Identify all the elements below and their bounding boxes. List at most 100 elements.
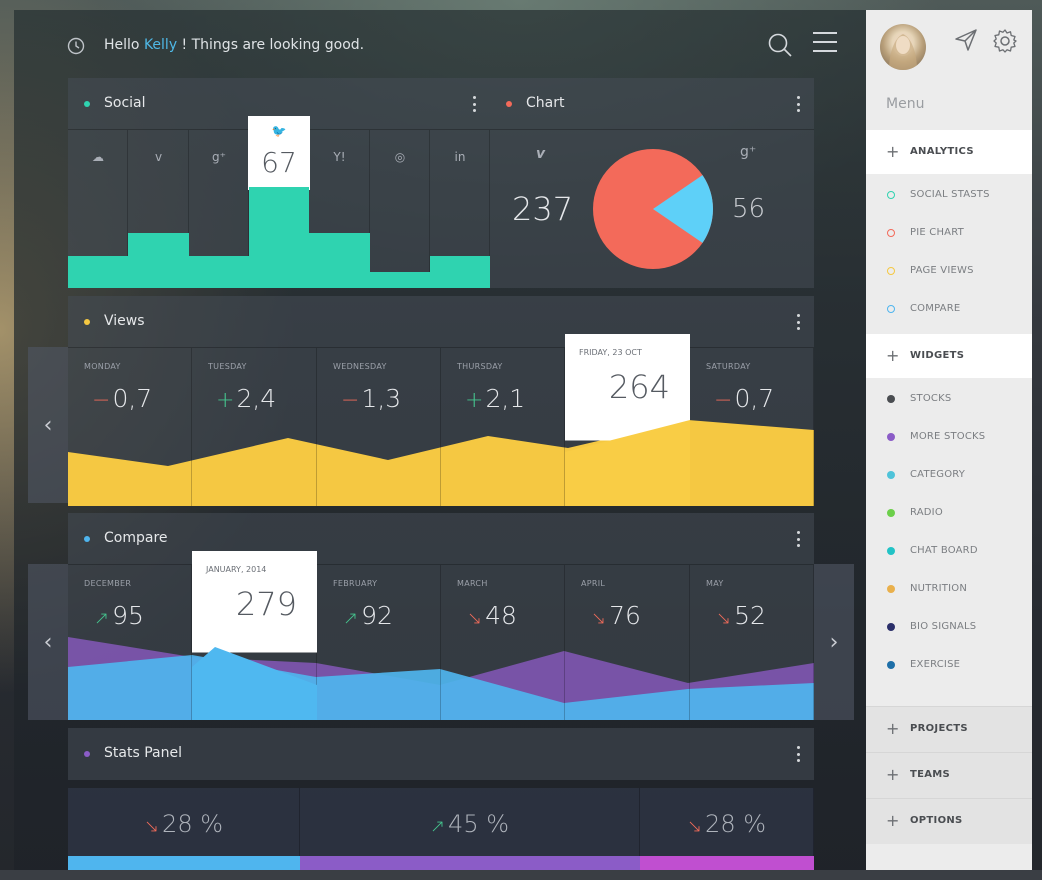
menu-item-label: SOCIAL STASTS	[910, 189, 990, 200]
menu-section-projects[interactable]: + PROJECTS	[866, 706, 1032, 752]
google-plus-icon: g⁺	[740, 144, 757, 160]
menu-section-widgets[interactable]: + WIDGETS	[866, 334, 1032, 378]
views-day-value: −1,3	[341, 384, 401, 413]
menu-item[interactable]: NUTRITION	[866, 570, 1032, 608]
compare-month-column[interactable]: FEBRUARY ↗ 92	[317, 565, 441, 720]
compare-title: Compare	[104, 530, 168, 546]
compare-prev-button[interactable]: ‹	[28, 564, 68, 720]
user-name[interactable]: Kelly	[143, 37, 178, 53]
menu-section-label: PROJECTS	[910, 723, 968, 734]
menu-item[interactable]: MORE STOCKS	[866, 418, 1032, 456]
hamburger-menu-icon[interactable]	[812, 30, 838, 54]
send-icon[interactable]	[954, 28, 978, 52]
social-bar	[249, 187, 309, 288]
stats-color-bar	[640, 856, 814, 870]
stats-value: ↘ 28 %	[640, 810, 813, 838]
social-column[interactable]: ◎	[370, 130, 430, 288]
menu-section-teams[interactable]: + TEAMS	[866, 752, 1032, 798]
social-title: Social	[104, 95, 146, 111]
menu-item[interactable]: CHAT BOARD	[866, 532, 1032, 570]
menu-item[interactable]: SOCIAL STASTS	[866, 176, 1032, 214]
social-column[interactable]: Y!	[309, 130, 370, 288]
compare-next-button[interactable]: ›	[814, 564, 854, 720]
compare-dot	[84, 536, 90, 542]
views-sign: +	[216, 388, 235, 413]
views-more-icon[interactable]	[796, 314, 800, 330]
search-icon[interactable]	[766, 31, 794, 59]
compare-number: 48	[485, 601, 517, 630]
compare-month-value: ↗ 92	[343, 601, 393, 630]
social-column[interactable]: in	[430, 130, 490, 288]
plus-icon: +	[886, 765, 900, 784]
views-sign: −	[92, 388, 111, 413]
arrow-down-right-icon: ↘	[716, 608, 732, 629]
menu-item-label: PIE CHART	[910, 227, 964, 238]
views-day-column[interactable]: WEDNESDAY −1,3	[317, 348, 441, 506]
menu-item[interactable]: STOCKS	[866, 380, 1032, 418]
compare-month-column[interactable]: MAY ↘ 52	[690, 565, 814, 720]
social-bar	[68, 256, 128, 288]
views-day-column[interactable]: THURSDAY +2,1	[441, 348, 565, 506]
social-more-icon[interactable]	[472, 96, 476, 112]
menu-section-options[interactable]: + OPTIONS	[866, 798, 1032, 844]
views-prev-button[interactable]: ‹	[28, 347, 68, 503]
compare-month-value: ↘ 48	[467, 601, 517, 630]
menu-item-dot	[887, 433, 895, 441]
social-bar	[430, 256, 490, 288]
chart-right-value: 56	[732, 194, 766, 224]
views-panel-header: Views	[68, 296, 814, 348]
compare-month-column[interactable]: MARCH ↘ 48	[441, 565, 565, 720]
views-day-column[interactable]: SATURDAY −0,7	[690, 348, 814, 506]
social-column[interactable]: ☁	[68, 130, 128, 288]
plus-icon: +	[886, 142, 900, 161]
compare-month-column[interactable]: DECEMBER ↗ 95	[68, 565, 192, 720]
plus-icon: +	[886, 346, 900, 365]
menu-item[interactable]: CATEGORY	[866, 456, 1032, 494]
pie-slice[interactable]	[653, 175, 713, 243]
avatar[interactable]	[880, 24, 926, 70]
google-plus-icon: g⁺	[212, 150, 226, 164]
stats-cell[interactable]: ↗ 45 %	[300, 788, 640, 870]
compare-highlight-value: 279	[235, 585, 297, 623]
stats-cell[interactable]: ↘ 28 %	[68, 788, 300, 870]
menu-item[interactable]: RADIO	[866, 494, 1032, 532]
views-day-label: SATURDAY	[706, 362, 751, 371]
social-column[interactable]: v	[128, 130, 189, 288]
chart-more-icon[interactable]	[796, 96, 800, 112]
stats-number: 45 %	[448, 810, 510, 838]
chart-left-value: 237	[512, 190, 574, 228]
menu-item-label: CATEGORY	[910, 469, 966, 480]
social-bar	[309, 233, 370, 288]
vimeo-icon: v	[154, 150, 163, 164]
compare-month-column[interactable]: APRIL ↘ 76	[565, 565, 690, 720]
compare-number: 52	[734, 601, 766, 630]
yahoo-icon: Y!	[333, 150, 346, 164]
stats-panel: Stats Panel	[68, 728, 814, 780]
clock-icon	[67, 37, 85, 55]
menu-item[interactable]: PAGE VIEWS	[866, 252, 1032, 290]
menu-item[interactable]: BIO SIGNALS	[866, 608, 1032, 646]
views-sign: −	[341, 388, 360, 413]
stats-value: ↗ 45 %	[300, 810, 639, 838]
plus-icon: +	[886, 811, 900, 830]
stats-color-bar	[68, 856, 300, 870]
views-number: 2,1	[485, 384, 526, 413]
views-panel: Views MONDAY −0,7 TUESDAY +2,4 WEDNESDAY −1,3…	[68, 296, 814, 506]
menu-item[interactable]: COMPARE	[866, 290, 1032, 328]
stats-more-icon[interactable]	[796, 746, 800, 762]
compare-number: 92	[361, 601, 393, 630]
stats-cell[interactable]: ↘ 28 %	[640, 788, 814, 870]
views-day-column[interactable]: TUESDAY +2,4	[192, 348, 317, 506]
social-column[interactable]: g⁺	[189, 130, 249, 288]
views-day-value: +2,1	[465, 384, 525, 413]
menu-section-analytics[interactable]: + ANALYTICS	[866, 130, 1032, 174]
compare-month-label: APRIL	[581, 579, 606, 588]
views-day-column[interactable]: MONDAY −0,7	[68, 348, 192, 506]
gear-icon[interactable]	[992, 28, 1018, 54]
menu-item[interactable]: EXERCISE	[866, 646, 1032, 684]
vimeo-icon: v	[536, 146, 546, 162]
compare-more-icon[interactable]	[796, 531, 800, 547]
plus-icon: +	[886, 719, 900, 738]
menu-item[interactable]: PIE CHART	[866, 214, 1032, 252]
menu-item-label: MORE STOCKS	[910, 431, 986, 442]
